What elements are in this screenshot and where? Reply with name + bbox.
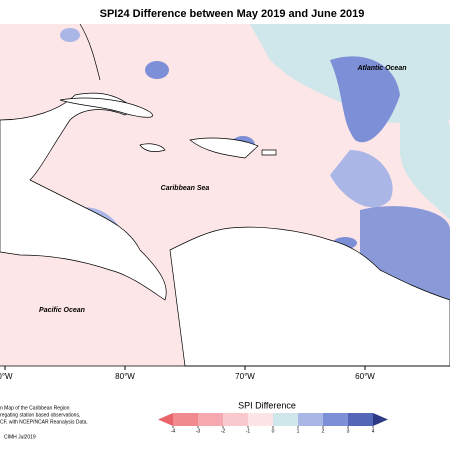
footnote-line: CF, with NCEP/NCAR Reanalysis Data.	[0, 419, 88, 425]
blue-light-region	[400, 106, 450, 220]
footnote-line: n Map of the Caribbean Region	[0, 405, 70, 411]
colorbar-segment	[198, 413, 223, 426]
colorbar-tick-label: 4	[372, 428, 375, 434]
colorbar-tick-label: -4	[171, 428, 176, 434]
longitude-label: 80°W	[115, 372, 135, 381]
jamaica	[139, 143, 166, 152]
colorbar-segment	[298, 413, 323, 426]
colorbar-high-arrow	[373, 413, 388, 426]
longitude-label: 0°W	[0, 372, 13, 381]
colorbar-segment	[323, 413, 348, 426]
colorbar-tick-label: 0	[272, 428, 275, 434]
central-america	[0, 92, 167, 301]
colorbar-low-arrow	[158, 413, 173, 426]
colorbar-tick-label: 3	[347, 428, 350, 434]
colorbar-segment	[348, 413, 373, 426]
colorbar-tick-label: -2	[221, 428, 226, 434]
colorbar-segment	[173, 413, 198, 426]
longitude-label: 60°W	[355, 372, 375, 381]
south-america	[169, 226, 450, 367]
colorbar-tick-label: -1	[246, 428, 251, 434]
footnote: n Map of the Caribbean Region regating s…	[0, 405, 88, 440]
sea-label: Caribbean Sea	[161, 185, 210, 192]
colorbar-segment	[248, 413, 273, 426]
longitude-axis: 0°W 80°W 70°W 60°W	[0, 366, 375, 381]
footnote-line: CIMH Jul2019	[4, 434, 36, 440]
map-title: SPI24 Difference between May 2019 and Ju…	[100, 8, 365, 20]
ocean-label: Atlantic Ocean	[356, 65, 406, 72]
footnote-line: regating station based observations,	[0, 412, 80, 418]
hispaniola	[189, 137, 259, 159]
legend-title: SPI Difference	[238, 400, 296, 410]
blue-region	[330, 150, 393, 208]
colorbar-segment	[273, 413, 298, 426]
map: Atlantic Ocean Caribbean Sea Pacific Oce…	[0, 23, 450, 367]
puerto-rico	[261, 149, 277, 156]
longitude-label: 70°W	[235, 372, 255, 381]
ocean-label: Pacific Ocean	[39, 307, 85, 314]
legend: SPI Difference -4 -3 -2 -1 0 1 2 3 4	[158, 400, 388, 434]
florida	[79, 23, 101, 81]
blue-region	[145, 61, 169, 79]
colorbar-tick-label: -3	[196, 428, 201, 434]
blue-region	[60, 28, 80, 42]
colorbar-tick-label: 2	[322, 428, 325, 434]
colorbar-tick-label: 1	[297, 428, 300, 434]
colorbar-segment	[223, 413, 248, 426]
cuba	[59, 97, 153, 118]
blue-region	[330, 56, 400, 143]
